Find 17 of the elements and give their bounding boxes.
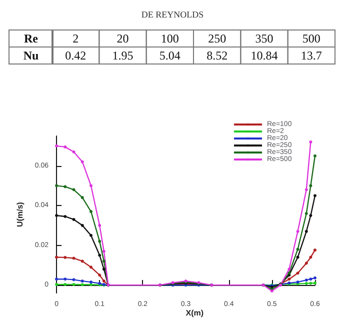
text: 100	[160, 32, 179, 46]
y-axis-title: U(m/s)	[16, 202, 24, 227]
text: 250	[208, 32, 226, 46]
text: 5.04	[159, 48, 180, 62]
text: 0.42	[65, 48, 86, 62]
text: 10.84	[250, 48, 278, 62]
text: 20	[116, 32, 129, 46]
text: Re	[24, 32, 39, 46]
text: 1.95	[112, 48, 134, 62]
text: 8.52	[206, 48, 228, 62]
text: 500	[302, 32, 320, 46]
text: 13.7	[300, 48, 322, 62]
text: 2	[72, 32, 79, 46]
text: DE REYNOLDS	[141, 10, 204, 20]
text: 350	[255, 32, 274, 46]
x-axis-title: X(m)	[186, 308, 204, 318]
text: Nu	[23, 48, 39, 62]
